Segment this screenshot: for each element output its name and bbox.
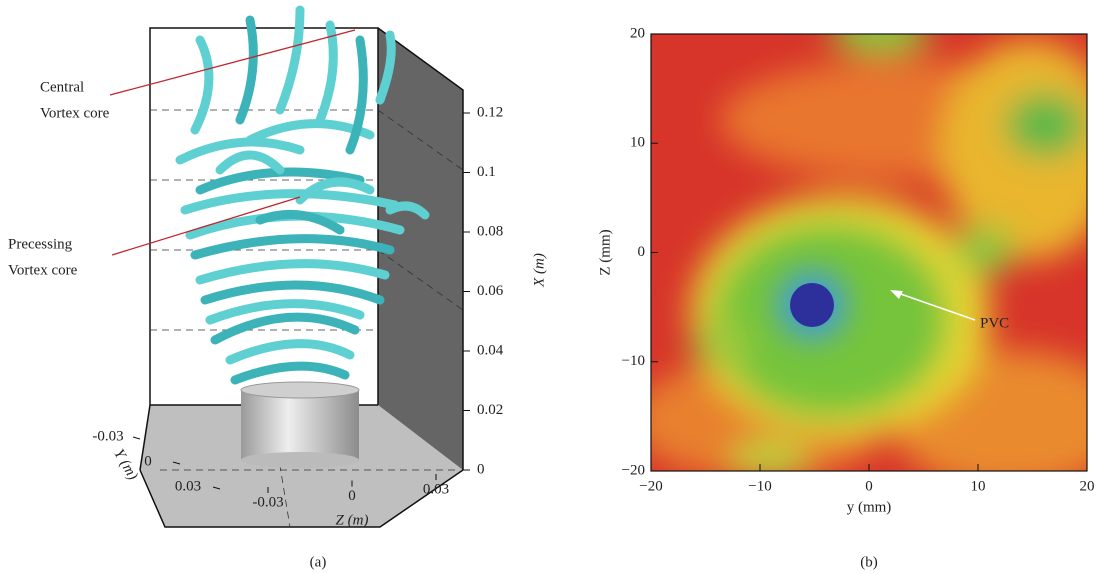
figure: 0 0.02 0.04 0.06 0.08 0.1 0.12 X (m) -0.03 0 0.03 Y… (0, 0, 1100, 574)
heatmap-field (630, 5, 1100, 490)
y-tick-label: 0 (144, 453, 152, 469)
x-tick-label: 0.08 (477, 223, 503, 239)
y-tick-label: 0.03 (175, 478, 201, 494)
x-tick-label: 0 (477, 461, 485, 477)
x-tick-label: 10 (971, 478, 986, 494)
y-axis-label: Z (mm) (597, 229, 613, 275)
x-tick-label: −10 (748, 478, 771, 494)
x-axis-label: X (m) (531, 253, 547, 288)
y-tick-label: 10 (630, 135, 645, 151)
annotation: Vortex core (8, 262, 78, 278)
x-tick-label: 20 (1080, 478, 1095, 494)
x-tick-label: −20 (639, 478, 662, 494)
z-tick-label: -0.03 (252, 494, 283, 510)
annotation: Central (40, 79, 84, 95)
x-axis-label: y (mm) (847, 499, 892, 515)
y-tick-label: −10 (622, 353, 645, 369)
x-tick-label: 0.04 (477, 342, 504, 358)
y-axis-label: Y (m) (110, 446, 140, 483)
caption: (a) (310, 554, 327, 570)
annotation: PVC (980, 315, 1009, 331)
z-tick-label: 0 (348, 488, 356, 504)
x-tick-label: 0 (865, 478, 873, 494)
nozzle (241, 382, 359, 468)
tick-mark (133, 437, 140, 439)
annotation: Precessing (8, 236, 73, 252)
annotation: Vortex core (40, 105, 110, 121)
z-axis-label: Z (m) (336, 512, 369, 528)
caption: (b) (860, 554, 878, 570)
x-tick-label: 0.1 (477, 164, 496, 180)
y-tick-label: -0.03 (92, 428, 123, 444)
y-tick-label: 20 (630, 25, 645, 41)
z-tick-label: 0.03 (423, 481, 449, 497)
x-tick-label: 0.12 (477, 104, 503, 120)
x-tick-label: 0.06 (477, 283, 504, 299)
annotation-arrow (110, 30, 355, 95)
x-tick-label: 0.02 (477, 402, 503, 418)
y-tick-label: −20 (622, 462, 645, 478)
y-tick-label: 0 (638, 244, 646, 260)
